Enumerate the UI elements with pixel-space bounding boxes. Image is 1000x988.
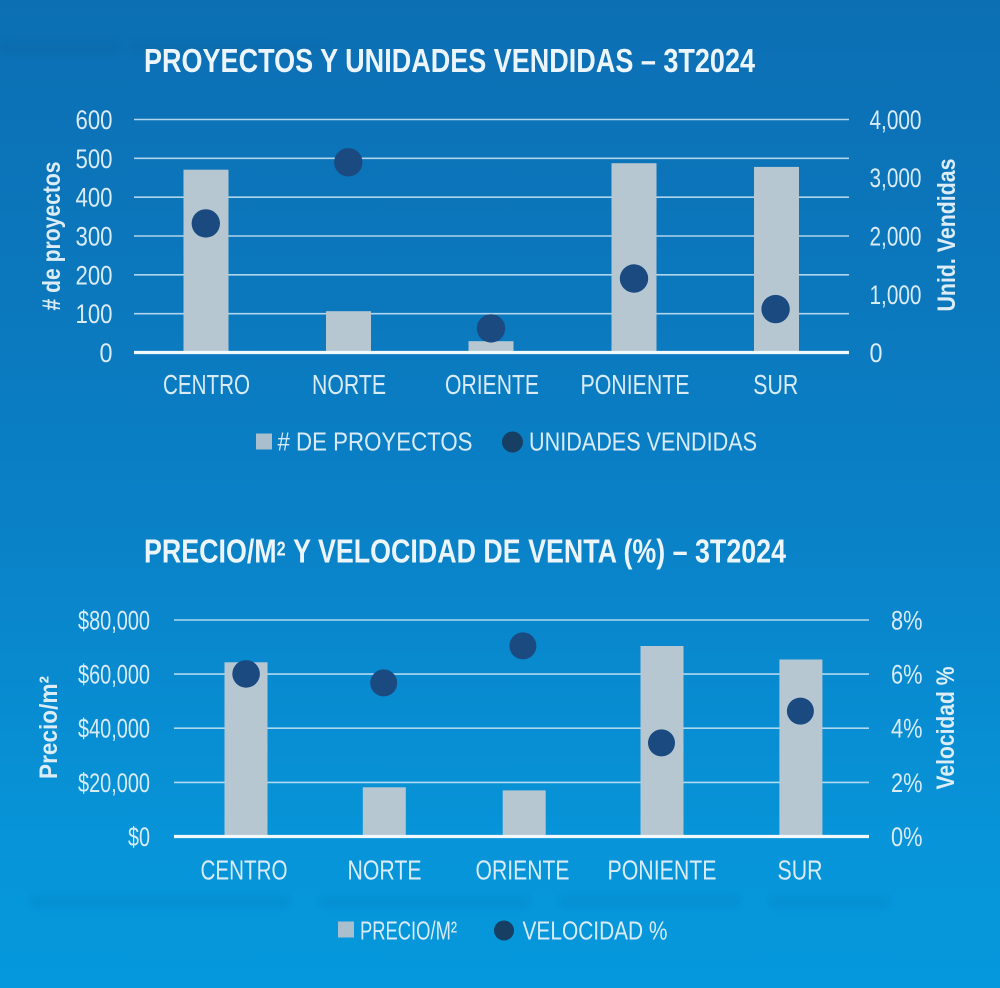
svg-text:600: 600: [76, 105, 113, 135]
svg-text:UNIDADES VENDIDAS: UNIDADES VENDIDAS: [529, 427, 757, 457]
svg-text:# de proyectos: # de proyectos: [38, 162, 66, 311]
svg-text:PONIENTE: PONIENTE: [608, 855, 717, 886]
svg-text:ORIENTE: ORIENTE: [476, 855, 570, 886]
svg-text:1,000: 1,000: [870, 280, 922, 310]
svg-text:3,000: 3,000: [870, 163, 922, 193]
svg-text:CENTRO: CENTRO: [201, 855, 288, 886]
svg-text:$20,000: $20,000: [78, 768, 150, 798]
svg-text:300: 300: [76, 222, 113, 252]
svg-text:400: 400: [76, 183, 113, 213]
svg-text:SUR: SUR: [778, 855, 823, 886]
svg-text:CENTRO: CENTRO: [163, 369, 250, 400]
svg-text:PRECIO/M2 Y VELOCIDAD DE VENTA: PRECIO/M2 Y VELOCIDAD DE VENTA (%) – 3T2…: [144, 533, 787, 570]
svg-text:$60,000: $60,000: [78, 660, 150, 690]
svg-text:$0: $0: [128, 822, 150, 852]
svg-text:500: 500: [76, 144, 113, 174]
svg-text:0: 0: [870, 338, 883, 368]
svg-text:0: 0: [100, 338, 113, 368]
svg-text:4%: 4%: [891, 714, 923, 744]
svg-text:8%: 8%: [891, 606, 923, 636]
svg-text:100: 100: [76, 299, 113, 329]
svg-text:200: 200: [76, 260, 113, 290]
svg-text:PONIENTE: PONIENTE: [581, 369, 690, 400]
svg-text:# DE PROYECTOS: # DE PROYECTOS: [278, 427, 473, 457]
svg-text:PRECIO/M²: PRECIO/M²: [360, 916, 457, 946]
svg-text:ORIENTE: ORIENTE: [445, 369, 539, 400]
svg-text:0%: 0%: [891, 822, 923, 852]
svg-text:VELOCIDAD %: VELOCIDAD %: [523, 916, 668, 946]
svg-text:2,000: 2,000: [870, 222, 922, 252]
svg-text:$80,000: $80,000: [78, 606, 150, 636]
svg-text:SUR: SUR: [753, 369, 798, 400]
svg-text:Unid. Vendidas: Unid. Vendidas: [933, 159, 961, 312]
svg-text:2%: 2%: [891, 768, 923, 798]
svg-text:PROYECTOS Y UNIDADES VENDIDAS: PROYECTOS Y UNIDADES VENDIDAS – 3T2024: [144, 42, 756, 79]
svg-text:Precio/m²: Precio/m²: [35, 676, 63, 779]
svg-text:4,000: 4,000: [870, 105, 922, 135]
svg-text:Velocidad %: Velocidad %: [932, 667, 960, 790]
svg-text:NORTE: NORTE: [348, 855, 422, 886]
svg-text:6%: 6%: [891, 660, 923, 690]
svg-text:NORTE: NORTE: [312, 369, 386, 400]
svg-text:$40,000: $40,000: [78, 714, 150, 744]
